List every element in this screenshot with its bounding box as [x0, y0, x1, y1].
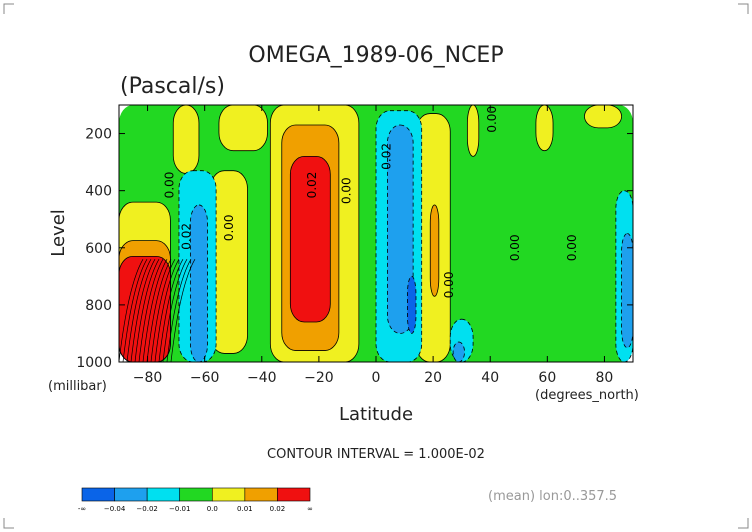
contour-region: [466, 105, 480, 157]
colorbar-swatch: [146, 487, 181, 502]
dense-contour-line: [138, 259, 164, 362]
dense-contour-line: [146, 259, 172, 362]
dense-contour-line: [150, 259, 176, 362]
y-tick-label: 800: [85, 298, 112, 314]
dense-contour-line: [162, 259, 188, 362]
colorbar-label: -∞: [78, 505, 86, 513]
y-tick-label: 1000: [76, 355, 112, 371]
colorbar-swatch: [179, 487, 213, 502]
dense-contour-line: [166, 259, 192, 362]
contour-label: 0.00: [485, 106, 499, 133]
dense-contour-line: [158, 259, 184, 362]
contour-label: 0.02: [379, 143, 393, 170]
colorbar-swatch: [211, 487, 246, 502]
colorbar-label: 0.0: [207, 505, 218, 513]
colorbar-swatch: [244, 487, 278, 502]
colorbar: -∞ −0.04 −0.02 −0.01 0.0 0.01 0.02 ∞: [78, 487, 313, 513]
dense-contour-line: [142, 259, 168, 362]
colorbar-label: −0.04: [104, 505, 126, 513]
x-axis-label: Latitude: [339, 404, 413, 425]
x-tick-label: −60: [190, 370, 220, 386]
dense-contour-line: [122, 259, 148, 362]
contour-interval-text: CONTOUR INTERVAL = 1.000E-02: [267, 447, 485, 462]
contour-region: [584, 105, 622, 129]
y-tick-label: 400: [85, 184, 112, 200]
dense-contour-line: [130, 259, 156, 362]
x-tick-label: −20: [304, 370, 334, 386]
contour-region: [429, 204, 440, 297]
y-unit-label: (millibar): [48, 379, 107, 394]
contour-region: [535, 105, 554, 152]
dense-contour-line: [170, 259, 196, 362]
contour-label: 0.00: [162, 172, 176, 199]
contour-label-layer: 0.00 0.02 0.00 0.02 0.00 0.02 0.00 0.00 0.00 0.00: [162, 106, 579, 298]
contour-label: 0.00: [339, 177, 353, 204]
x-tick-label: 40: [481, 370, 499, 386]
contour-region: [189, 204, 208, 362]
colorbar-label: ∞: [307, 505, 313, 513]
contour-label: 0.00: [508, 234, 522, 261]
y-axis-label: Level: [48, 209, 69, 257]
y-axis: 200 400 600 800 1000: [76, 127, 633, 371]
contour-fill-layer: [119, 105, 633, 362]
contour-region: [407, 275, 417, 334]
y-tick-label: 200: [85, 127, 112, 143]
colorbar-swatch: [277, 487, 311, 502]
x-tick-label: 0: [372, 370, 381, 386]
contour-label: 0.00: [442, 272, 456, 299]
chart-subtitle: (Pascal/s): [120, 74, 225, 99]
contour-label: 0.00: [565, 234, 579, 261]
dense-contour-line: [126, 259, 152, 362]
contour-region: [218, 105, 268, 152]
colorbar-label: 0.01: [237, 505, 253, 513]
x-tick-label: 60: [538, 370, 556, 386]
contour-label: 0.02: [179, 223, 193, 250]
colorbar-label: −0.02: [136, 505, 157, 513]
dense-contour-lines: [119, 259, 196, 362]
contour-label: 0.00: [222, 214, 236, 241]
contour-region: [387, 124, 414, 334]
footnote-text: (mean) lon:0..357.5: [488, 489, 617, 504]
contour-region: [289, 155, 331, 323]
dense-contour-line: [134, 259, 160, 362]
colorbar-label: −0.01: [169, 505, 190, 513]
dense-contour-line: [119, 259, 144, 362]
x-tick-label: −80: [133, 370, 163, 386]
dense-contour-line: [154, 259, 180, 362]
x-tick-label: 80: [596, 370, 614, 386]
contour-region: [452, 341, 465, 362]
contour-label: 0.02: [305, 172, 319, 199]
contour-region: [172, 105, 200, 174]
chart-title: OMEGA_1989-06_NCEP: [248, 43, 503, 68]
y-tick-label: 600: [85, 241, 112, 257]
x-axis: −80 −60 −40 −20 0 20 40 60 80: [133, 105, 614, 386]
colorbar-swatch: [81, 487, 115, 502]
corner-marks: [3, 3, 749, 529]
x-unit-label: (degrees_north): [535, 388, 639, 403]
x-tick-label: 20: [424, 370, 442, 386]
colorbar-label: 0.02: [270, 505, 286, 513]
contour-region: [621, 233, 633, 349]
colorbar-swatch: [114, 487, 148, 502]
x-tick-label: −40: [247, 370, 277, 386]
